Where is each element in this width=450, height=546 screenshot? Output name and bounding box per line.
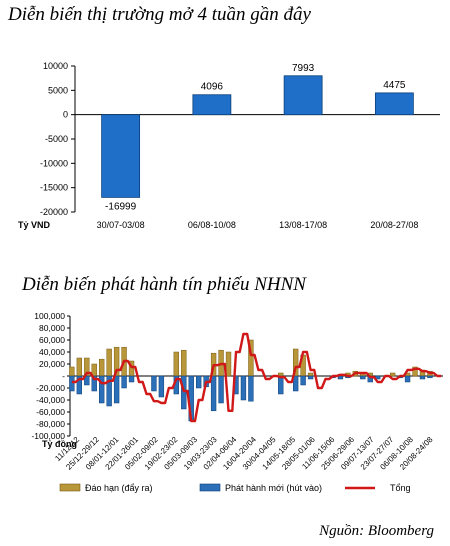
- chart2-bar-issuance: [69, 375, 75, 392]
- chart1-bar: [374, 92, 414, 116]
- chart2-bar-issuance: [121, 375, 127, 389]
- legend-total-label: Tổng: [390, 483, 411, 493]
- chart2-bar-maturity: [389, 372, 396, 377]
- chart2-bar-issuance: [292, 375, 299, 392]
- source-note: Nguồn: Bloomberg: [319, 523, 434, 539]
- chart2-bar-issuance: [76, 375, 82, 395]
- chart2-bar-issuance: [419, 375, 426, 380]
- chart2-y-tick-label: -40,000: [36, 395, 65, 405]
- chart2-y-tick-label: -20,000: [36, 383, 65, 393]
- chart2-bar-issuance: [99, 375, 105, 404]
- chart2-bar-maturity: [225, 351, 232, 377]
- chart2-y-tick-label: -60,000: [36, 407, 65, 417]
- chart1-y-tick-label: 5000: [48, 85, 68, 95]
- chart2-bar-issuance: [91, 375, 97, 392]
- chart1-y-tick-label: 0: [63, 110, 68, 120]
- chart1-x-tick-label: 06/08-10/08: [188, 220, 236, 230]
- chart2-y-tick-label: 20,000: [39, 359, 65, 369]
- chart2-y-tick-label: -80,000: [36, 419, 65, 429]
- chart2-bar-maturity: [76, 357, 82, 377]
- chart1-data-label: 7993: [292, 63, 315, 74]
- chart1-bar: [283, 75, 323, 116]
- chart2-bar-issuance: [278, 375, 284, 395]
- chart2-bar-issuance: [151, 375, 157, 392]
- chart2-y-tick-label: 80,000: [39, 323, 65, 333]
- chart2-bar-maturity: [307, 372, 314, 377]
- chart2-total-line: [71, 332, 442, 423]
- legend-maturity-swatch: [59, 483, 81, 492]
- chart2-y-tick-label: 40,000: [39, 347, 65, 357]
- chart2-y-axis-label: Tỷ đồng: [42, 439, 77, 449]
- chart2-bar-issuance: [360, 375, 366, 380]
- chart1-x-tick-label: 30/07-03/08: [97, 220, 145, 230]
- chart2-bar-issuance: [196, 375, 202, 389]
- chart2-bar-maturity: [173, 351, 179, 377]
- chart2-bar-issuance: [300, 375, 306, 386]
- chart1-x-tick-label: 13/08-17/08: [279, 220, 327, 230]
- chart1-data-label: -16999: [105, 201, 137, 212]
- chart2-bar-issuance: [427, 375, 433, 379]
- chart1-y-tick-label: 10000: [43, 61, 68, 71]
- chart2-bar-issuance: [218, 375, 224, 404]
- chart1-y-tick-label: -15000: [40, 183, 68, 193]
- chart2-bar-issuance: [307, 375, 314, 380]
- chart2-bar-issuance: [113, 375, 120, 404]
- chart1-bar: [192, 94, 232, 116]
- chart2-bar-issuance: [248, 375, 254, 402]
- chart2-bar-issuance: [181, 375, 187, 410]
- chart1-x-tick-label: 20/08-27/08: [370, 220, 418, 230]
- chart2-bar-issuance: [240, 375, 247, 401]
- legend-issuance-label: Phát hành mới (hút vào): [225, 483, 322, 493]
- legend-issuance-swatch: [199, 483, 221, 492]
- chart2-y-tick-label: 100,000: [34, 311, 65, 321]
- chart2-y-tick-label: -: [62, 371, 65, 381]
- chart1-y-tick-label: -5000: [45, 134, 68, 144]
- chart2-bar-maturity: [412, 366, 418, 377]
- chart1-y-axis-label: Tỷ VND: [18, 220, 51, 230]
- chart2-bar-issuance: [158, 375, 165, 398]
- chart2-y-tick-label: -100,000: [31, 431, 65, 441]
- chart1-bar: [101, 114, 141, 198]
- chart1-data-label: 4475: [383, 80, 406, 91]
- chart1-y-tick-label: -20000: [40, 207, 68, 217]
- chart2-bar-issuance: [404, 375, 411, 383]
- chart1-y-tick-label: -10000: [40, 158, 68, 168]
- chart2-bar-issuance: [106, 375, 112, 407]
- legend-maturity-label: Đáo hạn (đẩy ra): [85, 483, 153, 493]
- chart1-data-label: 4096: [201, 82, 224, 93]
- chart2-bar-maturity: [106, 348, 112, 377]
- chart2-bar-maturity: [69, 366, 75, 377]
- chart2-bar-issuance: [84, 375, 90, 386]
- chart2-y-tick-label: 60,000: [39, 335, 65, 345]
- chart2-bar-issuance: [210, 375, 217, 412]
- chart2-bar-maturity: [181, 349, 187, 377]
- chart2-bar-maturity: [99, 358, 105, 377]
- chart2-bar-issuance: [128, 375, 135, 383]
- chart-1-title: Diễn biến thị trường mở 4 tuần gần đây: [8, 4, 311, 25]
- chart-2-title: Diễn biến phát hành tín phiếu NHNN: [22, 274, 306, 295]
